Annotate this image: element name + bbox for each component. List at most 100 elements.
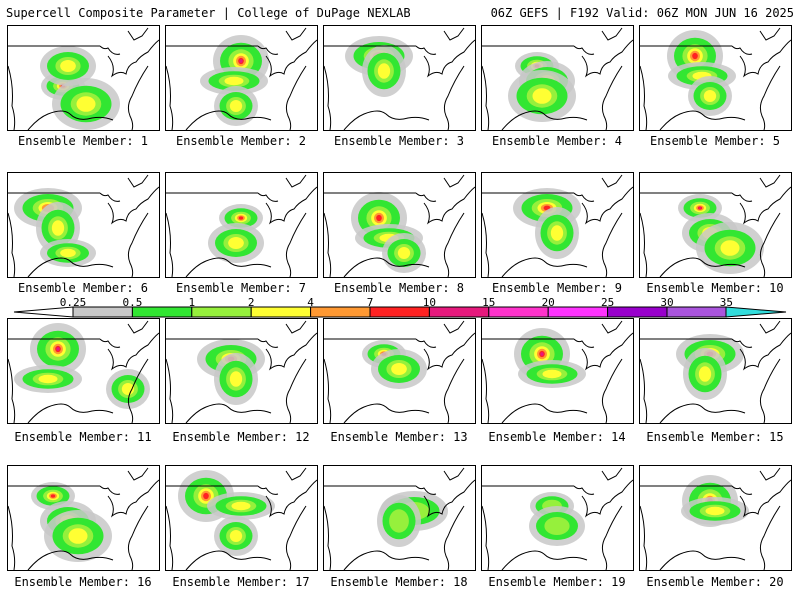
pacific-coast bbox=[8, 65, 16, 130]
northeast-coast bbox=[127, 27, 149, 41]
northeast-coast bbox=[443, 320, 465, 334]
ensemble-member-map bbox=[7, 25, 160, 131]
great-lakes-shore bbox=[581, 186, 633, 225]
mexico-border bbox=[501, 403, 588, 423]
map-canvas bbox=[640, 27, 791, 130]
ensemble-member-map bbox=[165, 172, 318, 278]
great-lakes-outline bbox=[731, 45, 753, 55]
atlantic-coast bbox=[443, 212, 465, 277]
colorbar-tick-label: 7 bbox=[366, 296, 374, 309]
mexico-border bbox=[501, 257, 588, 277]
northeast-coast bbox=[127, 320, 149, 334]
colorbar-tick-label: 2 bbox=[247, 296, 255, 309]
great-lakes-outline bbox=[257, 45, 279, 55]
northeast-coast bbox=[759, 174, 781, 188]
mexico-border bbox=[185, 110, 272, 130]
ensemble-member-map bbox=[639, 318, 792, 424]
great-lakes-outline bbox=[573, 45, 595, 55]
ensemble-member-label: Ensemble Member: 14 bbox=[488, 430, 626, 444]
map-canvas bbox=[324, 27, 475, 130]
scp-contour-yellow bbox=[229, 371, 243, 387]
great-lakes-shore bbox=[739, 479, 791, 518]
map-canvas bbox=[482, 320, 633, 423]
atlantic-coast bbox=[759, 358, 781, 423]
ensemble-member-map bbox=[165, 318, 318, 424]
northeast-coast bbox=[601, 174, 623, 188]
ensemble-member-label: Ensemble Member: 6 bbox=[17, 281, 149, 295]
mexico-border bbox=[343, 403, 430, 423]
pacific-coast bbox=[640, 358, 648, 423]
map-canvas bbox=[324, 467, 475, 570]
scp-contour-yellow bbox=[60, 60, 76, 72]
atlantic-coast bbox=[601, 65, 623, 130]
great-lakes-outline bbox=[731, 485, 753, 495]
great-lakes-outline bbox=[257, 338, 279, 348]
great-lakes-shore bbox=[581, 332, 633, 371]
scp-contour-yellow bbox=[229, 530, 243, 542]
colorbar-segment bbox=[428, 306, 490, 318]
great-lakes-outline bbox=[415, 338, 437, 348]
ensemble-member-map bbox=[323, 318, 476, 424]
great-lakes-outline bbox=[99, 192, 121, 202]
scp-contour-yellow bbox=[229, 100, 243, 112]
northeast-coast bbox=[601, 27, 623, 41]
mexico-border bbox=[343, 110, 430, 130]
colorbar-tick-label: 0.5 bbox=[122, 296, 143, 309]
scp-contour-yellow bbox=[60, 248, 76, 258]
colorbar-tick-label: 15 bbox=[482, 296, 496, 309]
great-lakes-outline bbox=[99, 45, 121, 55]
northeast-coast bbox=[443, 27, 465, 41]
map-canvas bbox=[482, 174, 633, 277]
ensemble-member-label: Ensemble Member: 5 bbox=[649, 134, 781, 148]
northeast-coast bbox=[285, 174, 307, 188]
mexico-border bbox=[185, 257, 272, 277]
pacific-coast bbox=[324, 65, 332, 130]
colorbar-tick-label: 10 bbox=[422, 296, 437, 309]
great-lakes-outline bbox=[415, 192, 437, 202]
ensemble-member-map bbox=[481, 25, 634, 131]
great-lakes-outline bbox=[415, 45, 437, 55]
colorbar bbox=[13, 306, 787, 318]
ensemble-member-label: Ensemble Member: 13 bbox=[330, 430, 468, 444]
northeast-coast bbox=[127, 467, 149, 481]
northeast-coast bbox=[601, 467, 623, 481]
ensemble-member-label: Ensemble Member: 10 bbox=[646, 281, 784, 295]
ensemble-member-label: Ensemble Member: 19 bbox=[488, 575, 626, 589]
northeast-coast bbox=[285, 467, 307, 481]
great-lakes-shore bbox=[423, 332, 475, 371]
scp-contour-magenta bbox=[698, 207, 702, 209]
great-lakes-shore bbox=[107, 39, 159, 78]
map-canvas bbox=[166, 174, 317, 277]
colorbar-tick-label: 30 bbox=[660, 296, 674, 309]
scp-contour-yellow bbox=[703, 90, 717, 102]
mexico-border bbox=[659, 110, 746, 130]
colorbar-segment bbox=[369, 306, 430, 318]
pacific-coast bbox=[324, 358, 332, 423]
mexico-border bbox=[501, 110, 588, 130]
northeast-coast bbox=[443, 174, 465, 188]
ensemble-member-label: Ensemble Member: 11 bbox=[14, 430, 152, 444]
scp-contour-yellow bbox=[377, 63, 391, 79]
great-lakes-outline bbox=[731, 192, 753, 202]
colorbar-segment bbox=[607, 306, 668, 318]
scp-contour-magenta bbox=[239, 59, 243, 63]
scp-contour-magenta bbox=[56, 347, 60, 351]
map-canvas bbox=[640, 320, 791, 423]
mexico-border bbox=[185, 550, 272, 570]
scp-contour-yellow bbox=[397, 247, 411, 259]
atlantic-coast bbox=[285, 358, 307, 423]
atlantic-coast bbox=[285, 212, 307, 277]
ensemble-member-label: Ensemble Member: 8 bbox=[333, 281, 465, 295]
map-canvas bbox=[324, 320, 475, 423]
atlantic-coast bbox=[127, 212, 149, 277]
scp-contour-yellow bbox=[532, 88, 552, 104]
pacific-coast bbox=[166, 212, 174, 277]
great-lakes-shore bbox=[265, 186, 317, 225]
pacific-coast bbox=[8, 212, 16, 277]
ensemble-member-map bbox=[639, 465, 792, 571]
great-lakes-outline bbox=[415, 485, 437, 495]
pacific-coast bbox=[8, 505, 16, 570]
page-title: Supercell Composite Parameter | College … bbox=[6, 6, 411, 20]
pacific-coast bbox=[166, 65, 174, 130]
pacific-coast bbox=[166, 358, 174, 423]
